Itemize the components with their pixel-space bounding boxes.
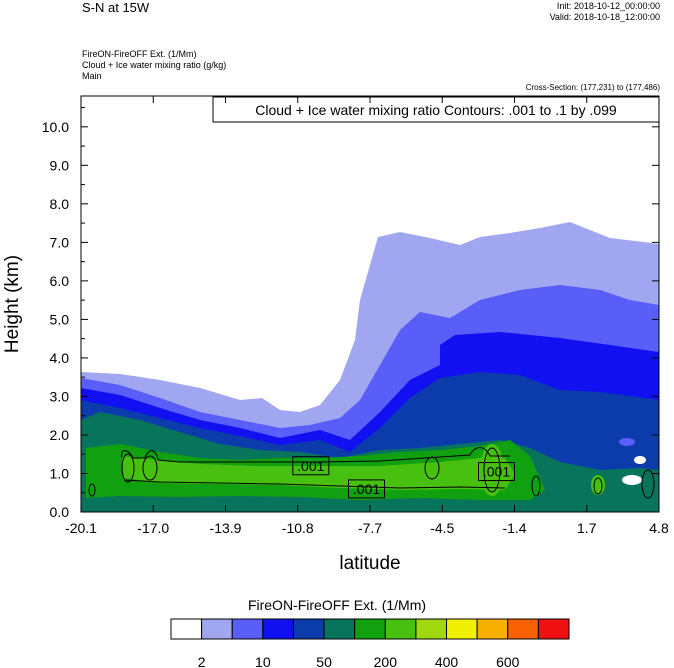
colorbar-swatch <box>476 618 509 640</box>
colorbar-swatch <box>537 618 570 640</box>
cross-section-label: Cross-Section: (177,231) to (177,486) <box>525 83 660 92</box>
x-tick-label: -13.9 <box>210 520 242 536</box>
colorbar-label: 50 <box>316 654 332 668</box>
y-axis-label: Height (km) <box>2 255 23 353</box>
colorbar <box>170 618 570 640</box>
init-time: Init: 2018-10-12_00:00:00 <box>556 1 660 11</box>
y-tick-label: 1.0 <box>50 465 70 481</box>
chart-title: S-N at 15W <box>82 0 150 15</box>
valid-time: Valid: 2018-10-18_12:00:00 <box>549 12 660 22</box>
y-tick-label: 9.0 <box>50 157 70 173</box>
colorbar-swatch <box>262 618 294 640</box>
colorbar-swatch <box>446 618 478 640</box>
y-tick-label: 10.0 <box>42 119 69 135</box>
colorbar-label: 10 <box>255 654 271 668</box>
x-tick-label: -4.5 <box>430 520 454 536</box>
fill-blob-4 <box>619 438 635 446</box>
contour-labels: .001 .001 .001 <box>292 456 516 499</box>
x-axis-label: latitude <box>339 553 400 574</box>
y-axis: 0.0 1.0 2.0 3.0 4.0 5.0 6.0 7.0 8.0 9.0 10.0 <box>42 107 659 520</box>
x-tick-label: -1.4 <box>502 520 526 536</box>
filled-contours <box>81 96 659 512</box>
contour-info-text: Cloud + Ice water mixing ratio Contours:… <box>255 102 617 118</box>
colorbar-swatch <box>384 618 417 640</box>
contour-loop-6 <box>593 477 603 495</box>
colorbar-label: 2 <box>198 654 206 668</box>
y-tick-label: 2.0 <box>50 427 70 443</box>
colorbar-swatch <box>415 618 448 640</box>
contour-loop-8 <box>88 483 96 497</box>
contour-label-text: .001 <box>353 481 380 497</box>
contour-line-lower <box>123 479 506 489</box>
contour-label: .001 <box>348 479 386 499</box>
x-tick-label: -10.8 <box>282 520 314 536</box>
contour-label-text: .001 <box>297 458 324 474</box>
colorbar-swatch <box>507 618 539 640</box>
colorbar-label: 600 <box>496 654 520 668</box>
fill-blob-5 <box>634 456 646 464</box>
y-tick-label: 3.0 <box>50 388 70 404</box>
fill-level-300 <box>122 456 515 490</box>
contour-loop-7 <box>641 469 655 499</box>
x-tick-label: 4.8 <box>649 520 669 536</box>
contour-field-label: Cloud + Ice water mixing ratio (g/kg) <box>82 60 227 70</box>
y-tick-label: 4.0 <box>50 350 70 366</box>
x-tick-label: -20.1 <box>65 520 97 536</box>
colorbar-swatch <box>292 618 325 640</box>
colorbar-labels: 2 10 50 200 400 600 <box>198 654 520 668</box>
contour-loop-4 <box>483 447 501 493</box>
x-tick-label: -17.0 <box>137 520 169 536</box>
contour-loop-5 <box>531 475 541 497</box>
colorbar-swatch <box>354 618 386 640</box>
contour-label-text: .001 <box>483 464 510 480</box>
contour-label: .001 <box>292 456 330 476</box>
y-tick-label: 0.0 <box>50 504 70 520</box>
colorbar-swatch <box>201 618 233 640</box>
colorbar-title: FireON-FireOFF Ext. (1/Mm) <box>247 597 427 613</box>
y-tick-label: 5.0 <box>50 311 70 327</box>
colorbar-label: 400 <box>435 654 459 668</box>
y-tick-label: 7.0 <box>50 234 70 250</box>
contour-loop-3 <box>424 456 440 480</box>
colorbar-swatch <box>170 618 203 640</box>
y-tick-label: 8.0 <box>50 196 70 212</box>
x-tick-label: -7.7 <box>358 520 382 536</box>
contour-loop-1 <box>121 453 135 483</box>
domain-label: Main <box>82 71 102 81</box>
contour-info-box: Cloud + Ice water mixing ratio Contours:… <box>212 96 660 123</box>
x-tick-label: 1.7 <box>577 520 597 536</box>
contour-lines <box>88 447 655 499</box>
contour-line-upper <box>121 447 510 463</box>
fill-blob-3 <box>622 475 642 485</box>
fill-field-label: FireON-FireOFF Ext. (1/Mm) <box>82 49 197 59</box>
colorbar-swatch <box>231 618 264 640</box>
y-tick-label: 6.0 <box>50 273 70 289</box>
contour-loop-2 <box>142 455 158 481</box>
contour-label: .001 <box>478 462 516 482</box>
colorbar-swatch <box>323 618 356 640</box>
colorbar-label: 200 <box>374 654 398 668</box>
x-axis: -20.1 -17.0 -13.9 -10.8 -7.7 -4.5 -1.4 1.7 4.8 <box>65 96 669 536</box>
